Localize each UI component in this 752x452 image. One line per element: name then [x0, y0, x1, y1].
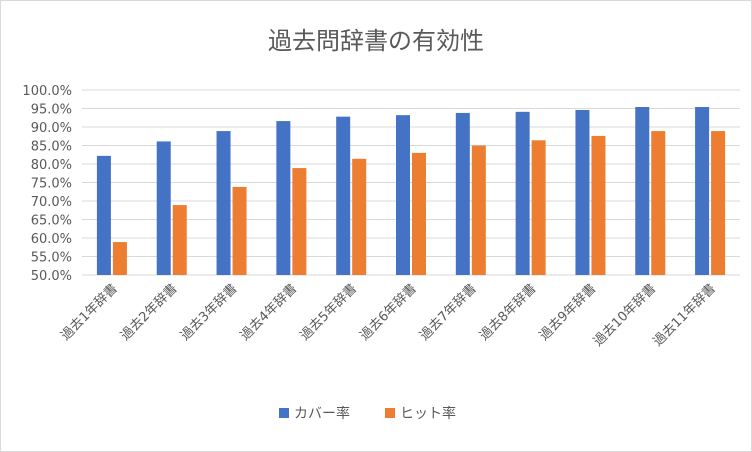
- x-tick-label: 過去7年辞書: [417, 281, 479, 343]
- y-tick-label: 60.0%: [31, 232, 72, 247]
- legend-label: カバー率: [294, 405, 350, 422]
- legend-label: ヒット率: [400, 405, 456, 422]
- x-axis-ticks: 過去1年辞書過去2年辞書過去3年辞書過去4年辞書過去5年辞書過去6年辞書過去7年…: [58, 281, 719, 349]
- bar-hit: [352, 158, 367, 275]
- bar-cover: [96, 155, 111, 275]
- y-tick-label: 55.0%: [31, 251, 72, 266]
- bar-cover: [216, 131, 231, 275]
- bar-hit: [471, 145, 486, 275]
- bar-hit: [232, 186, 247, 275]
- bar-hit: [591, 135, 606, 275]
- bar-series: [96, 107, 726, 276]
- x-tick-label: 過去3年辞書: [178, 281, 240, 343]
- bar-cover: [396, 115, 410, 275]
- bar-hit: [711, 131, 726, 275]
- x-tick-label: 過去1年辞書: [58, 281, 120, 343]
- bar-cover: [455, 112, 470, 275]
- y-tick-label: 100.0%: [22, 84, 72, 99]
- bar-hit: [172, 205, 187, 275]
- bar-hit: [292, 168, 307, 275]
- y-axis-ticks: 50.0% 55.0% 60.0% 65.0% 70.0% 75.0% 80.0% 85.0%…: [22, 84, 72, 284]
- y-tick-label: 90.0%: [31, 121, 72, 136]
- bar-cover: [695, 107, 710, 276]
- bar-hit: [531, 140, 546, 275]
- x-tick-label: 過去11年辞書: [651, 281, 719, 349]
- x-tick-label: 過去4年辞書: [238, 281, 300, 343]
- y-tick-label: 65.0%: [31, 214, 72, 229]
- bar-cover: [156, 141, 171, 275]
- bar-cover: [276, 121, 291, 275]
- y-tick-label: 75.0%: [31, 177, 72, 192]
- legend-swatch: [385, 408, 395, 418]
- y-tick-label: 70.0%: [31, 195, 72, 210]
- y-tick-label: 80.0%: [31, 158, 72, 173]
- x-tick-label: 過去9年辞書: [537, 281, 599, 343]
- x-tick-label: 過去8年辞書: [477, 281, 539, 343]
- bar-cover: [515, 111, 530, 275]
- bar-hit: [651, 131, 666, 275]
- x-tick-label: 過去6年辞書: [357, 281, 419, 343]
- chart-title: 過去問辞書の有効性: [268, 27, 484, 55]
- x-tick-label: 過去2年辞書: [118, 281, 180, 343]
- y-tick-label: 50.0%: [31, 269, 72, 284]
- bar-hit: [112, 242, 127, 275]
- x-tick-label: 過去5年辞書: [298, 281, 360, 343]
- bar-cover: [575, 109, 590, 275]
- bar-hit: [412, 152, 426, 275]
- legend: カバー率 ヒット率: [279, 405, 456, 422]
- y-tick-label: 95.0%: [31, 103, 72, 118]
- legend-swatch: [279, 408, 289, 418]
- bar-cover: [336, 116, 351, 275]
- x-tick-label: 過去10年辞書: [591, 281, 659, 349]
- y-tick-label: 85.0%: [31, 140, 72, 155]
- gridlines: [82, 89, 740, 276]
- bar-cover: [635, 107, 650, 276]
